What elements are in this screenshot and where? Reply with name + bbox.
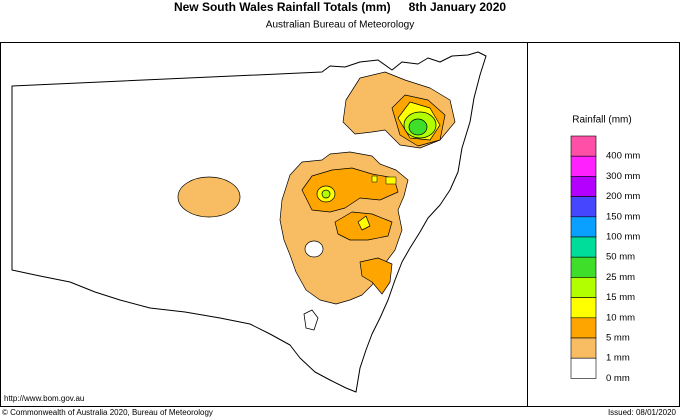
legend-label: 300 mm: [606, 171, 640, 182]
act-outline: [303, 309, 319, 331]
legend-swatch: [570, 317, 597, 339]
rain-area: [408, 118, 428, 136]
title: New South Wales Rainfall Totals (mm) 8th …: [174, 0, 506, 14]
legend-label: 25 mm: [606, 272, 635, 283]
subtitle: Australian Bureau of Meteorology: [266, 20, 414, 31]
state-outline: [11, 51, 487, 393]
legend-label: 15 mm: [606, 292, 635, 303]
legend-swatch: [570, 176, 597, 197]
legend-label: 200 mm: [606, 191, 640, 202]
copyright: © Commonwealth of Australia 2020, Bureau…: [2, 408, 213, 417]
legend-label: 150 mm: [606, 211, 640, 222]
legend-swatch: [570, 297, 597, 319]
title-text: New South Wales Rainfall Totals (mm): [174, 0, 391, 14]
legend-label: 10 mm: [606, 312, 635, 323]
legend-frame: [527, 42, 680, 407]
rain-area: [357, 215, 371, 231]
legend-swatch: [570, 155, 597, 177]
legend-swatch: [570, 337, 597, 359]
legend-title: Rainfall (mm): [572, 115, 631, 126]
legend-swatch: [570, 256, 597, 278]
legend-label: 100 mm: [606, 232, 640, 243]
legend-swatch: [570, 135, 597, 157]
title-date: 8th January 2020: [409, 0, 507, 14]
legend-label: 0 mm: [606, 373, 630, 384]
legend-label: 5 mm: [606, 333, 630, 344]
legend-label: 50 mm: [606, 252, 635, 263]
legend-label: 1 mm: [606, 353, 630, 364]
legend-swatch: [570, 196, 597, 218]
legend-label: 400 mm: [606, 151, 640, 162]
source-url: http://www.bom.gov.au: [4, 394, 84, 403]
legend-swatch: [570, 236, 597, 258]
legend-swatch: [570, 357, 597, 379]
legend-swatch: [570, 216, 597, 238]
rain-area: [359, 257, 393, 295]
legend-swatch: [570, 277, 597, 298]
legend: 400 mm 300 mm 200 mm 150 mm 100 mm 50 mm 25 mm…: [570, 135, 640, 384]
rain-area: [177, 176, 241, 218]
dry-area: [304, 240, 324, 258]
rain-area: [321, 189, 331, 199]
rain-area: [371, 175, 378, 183]
map: [11, 51, 487, 393]
rain-area: [385, 176, 397, 185]
issued-date: Issued: 08/01/2020: [608, 408, 677, 417]
